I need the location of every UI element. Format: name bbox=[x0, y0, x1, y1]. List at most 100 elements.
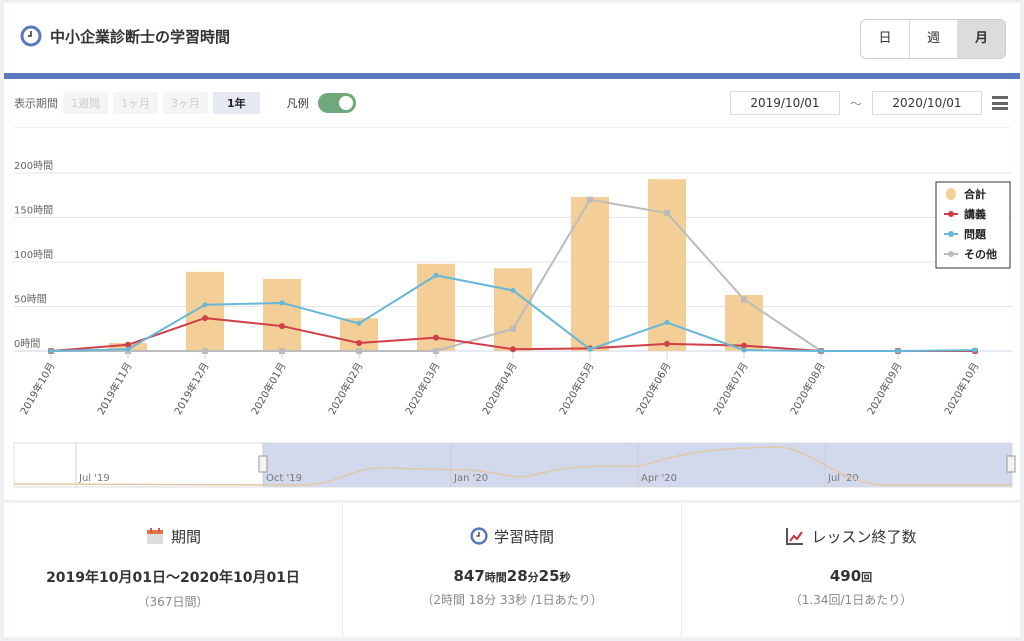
legend-marker bbox=[948, 251, 954, 257]
stats-row: 期間 2019年10月01日～2020年10月01日 （367日間） 学習時間 … bbox=[4, 503, 1020, 637]
stat-study-time: 学習時間 847時間28分25秒 （2時間 18分 33秒 /1日あたり） bbox=[342, 503, 681, 637]
x-tick-label: 2020年05月 bbox=[556, 360, 596, 417]
title-text: 中小企業診断士の学習時間 bbox=[50, 27, 231, 46]
legend-label: 凡例 bbox=[286, 97, 309, 110]
stat-lessons: レッスン終了数 490回 （1.34回/1日あたり） bbox=[681, 503, 1020, 637]
menu-icon[interactable] bbox=[992, 96, 1008, 110]
legend-item: 合計 bbox=[964, 187, 986, 201]
legend-item: 講義 bbox=[964, 207, 986, 221]
x-tick-label: 2019年11月 bbox=[94, 360, 134, 417]
x-tick-label: 2020年02月 bbox=[325, 360, 365, 417]
navigator-label: Oct '19 bbox=[266, 473, 302, 484]
x-tick-label: 2020年07月 bbox=[710, 360, 750, 417]
clock-icon bbox=[470, 527, 488, 545]
x-tick-label: 2020年08月 bbox=[787, 360, 827, 417]
stat-sub: （367日間） bbox=[137, 595, 209, 609]
stat-value: 847時間28分25秒 bbox=[453, 567, 571, 585]
point bbox=[202, 315, 208, 322]
point bbox=[510, 325, 516, 332]
y-tick-label: 200時間 bbox=[14, 160, 53, 172]
page-title: 中小企業診断士の学習時間 bbox=[20, 25, 230, 47]
point bbox=[510, 346, 516, 353]
period-3months[interactable]: 3ヶ月 bbox=[163, 92, 208, 114]
period-1week[interactable]: 1週間 bbox=[63, 92, 108, 114]
point bbox=[279, 300, 285, 306]
period-toolbar: 表示期間 1週間 1ヶ月 3ヶ月 1年 凡例 bbox=[14, 92, 356, 114]
period-label: 表示期間 bbox=[14, 97, 58, 110]
point bbox=[895, 348, 901, 354]
granularity-day[interactable]: 日 bbox=[861, 20, 909, 58]
point bbox=[741, 296, 747, 303]
x-tick-label: 2019年10月 bbox=[17, 360, 57, 417]
study-chart: 0時間 50時間 100時間 150時間 200時間 2019年10月 2019年11月 20… bbox=[13, 160, 1016, 488]
chart-icon bbox=[786, 528, 804, 545]
x-tick-label: 2019年12月 bbox=[171, 360, 211, 417]
granularity-toggle: 日 週 月 bbox=[860, 19, 1006, 59]
calendar-icon bbox=[146, 528, 163, 544]
legend-toggle[interactable] bbox=[317, 93, 356, 113]
x-tick-label: 2020年01月 bbox=[248, 360, 288, 417]
bar-total bbox=[725, 294, 763, 351]
navigator-label: Jul '19 bbox=[78, 473, 110, 484]
point bbox=[510, 287, 516, 293]
point bbox=[741, 347, 747, 353]
point bbox=[125, 346, 131, 352]
point bbox=[664, 210, 670, 217]
point bbox=[664, 340, 670, 347]
point bbox=[48, 348, 54, 354]
stat-sub: （2時間 18分 33秒 /1日あたり） bbox=[421, 593, 603, 607]
point bbox=[433, 334, 439, 341]
granularity-month[interactable]: 月 bbox=[957, 20, 1005, 58]
point bbox=[587, 346, 593, 352]
legend-marker bbox=[946, 188, 956, 200]
granularity-week[interactable]: 週 bbox=[909, 20, 957, 58]
navigator-label: Apr '20 bbox=[641, 473, 677, 484]
tilde: ～ bbox=[849, 96, 862, 111]
point bbox=[356, 339, 362, 346]
stat-title: 学習時間 bbox=[493, 527, 554, 546]
bar-total bbox=[263, 278, 301, 351]
stat-title: 期間 bbox=[170, 527, 201, 546]
y-tick-label: 0時間 bbox=[14, 338, 40, 350]
point bbox=[356, 320, 362, 326]
stat-value: 2019年10月01日～2020年10月01日 bbox=[46, 570, 300, 586]
navigator-series bbox=[13, 446, 1012, 486]
navigator-handle[interactable] bbox=[1006, 455, 1016, 473]
point bbox=[202, 348, 208, 354]
y-tick-label: 150時間 bbox=[14, 205, 53, 217]
navigator-handle[interactable] bbox=[258, 455, 268, 473]
navigator-label: Jul '20 bbox=[827, 473, 859, 484]
point bbox=[818, 348, 824, 354]
legend-marker bbox=[948, 211, 954, 217]
x-tick-label: 2020年09月 bbox=[864, 360, 904, 417]
legend-item: その他 bbox=[964, 247, 997, 261]
point bbox=[664, 320, 670, 326]
date-from-input[interactable]: 2019/10/01 bbox=[729, 91, 840, 115]
stat-sub: （1.34回/1日あたり） bbox=[789, 593, 913, 607]
panel-header: 中小企業診断士の学習時間 日 週 月 bbox=[4, 3, 1020, 73]
point bbox=[279, 348, 285, 354]
x-tick-label: 2020年06月 bbox=[633, 360, 673, 417]
x-tick-label: 2020年03月 bbox=[402, 360, 442, 417]
navigator-label: Jan '20 bbox=[453, 473, 488, 484]
point bbox=[356, 348, 362, 354]
y-tick-label: 50時間 bbox=[14, 294, 47, 306]
accent-bar bbox=[4, 73, 1020, 79]
stat-title: レッスン終了数 bbox=[811, 527, 917, 546]
legend-item: 問題 bbox=[964, 228, 987, 241]
y-tick-label: 100時間 bbox=[14, 249, 53, 261]
legend-marker bbox=[948, 231, 954, 237]
x-tick-label: 2020年04月 bbox=[479, 360, 519, 417]
date-to-input[interactable]: 2020/10/01 bbox=[872, 91, 982, 115]
point bbox=[433, 348, 439, 354]
divider bbox=[14, 127, 1010, 128]
period-1year[interactable]: 1年 bbox=[213, 92, 260, 114]
bar-total bbox=[494, 268, 532, 351]
point bbox=[202, 302, 208, 308]
period-1month[interactable]: 1ヶ月 bbox=[113, 92, 158, 114]
point bbox=[587, 196, 593, 203]
x-tick-label: 2020年10月 bbox=[941, 360, 981, 417]
study-time-panel: 中小企業診断士の学習時間 日 週 月 表示期間 1週間 1ヶ月 3ヶ月 1年 凡… bbox=[4, 3, 1020, 500]
point bbox=[972, 347, 978, 353]
clock-icon bbox=[20, 25, 42, 47]
